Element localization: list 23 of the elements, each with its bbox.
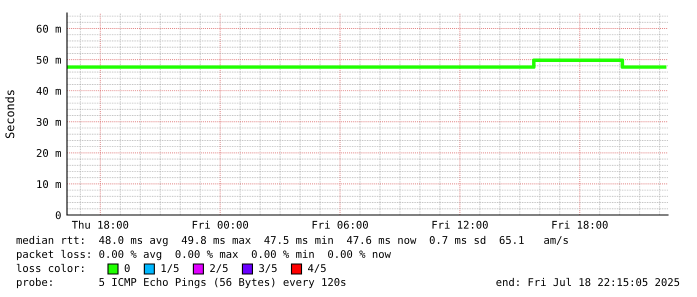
x-tick-label: Fri 12:00 bbox=[432, 220, 488, 229]
legend-label: 1/5 bbox=[162, 264, 179, 273]
legend-label: 3/5 bbox=[259, 264, 277, 273]
x-tick-label: Fri 00:00 bbox=[192, 220, 248, 229]
y-tick-label: 60 m bbox=[36, 24, 61, 33]
y-tick-label: 20 m bbox=[36, 149, 61, 158]
y-axis-title: Seconds bbox=[5, 90, 14, 138]
y-tick-label: 40 m bbox=[36, 86, 61, 95]
x-tick-label: Fri 06:00 bbox=[312, 220, 368, 229]
legend-title: loss color: bbox=[16, 264, 84, 272]
text: median rtt: 48.0 ms avg 49.8 ms max 47.5 ms min 47.6 ms now 0.7 ms sd 65.1 am/s bbox=[16, 236, 568, 246]
y-tick-label: 10 m bbox=[37, 180, 61, 188]
y-tick-label: 50 m bbox=[36, 56, 61, 64]
text: probe: 5 ICMP Echo Pings (56 Bytes) every 120s bbox=[16, 278, 346, 288]
legend-label: 4/5 bbox=[308, 264, 326, 273]
y-tick-label: 0 bbox=[56, 211, 61, 220]
legend-label: 0 bbox=[124, 264, 130, 272]
y-tick-label: 30 m bbox=[36, 118, 61, 126]
x-tick-label: Fri 18:00 bbox=[552, 220, 608, 229]
legend-label: 2/5 bbox=[210, 264, 228, 273]
x-tick-label: Thu 18:00 bbox=[72, 220, 128, 229]
text: end: Fri Jul 18 22:15:05 2025 bbox=[496, 278, 680, 286]
text: packet loss: 0.00 % avg 0.00 % max 0.00 % min 0.00 % now bbox=[16, 250, 391, 260]
